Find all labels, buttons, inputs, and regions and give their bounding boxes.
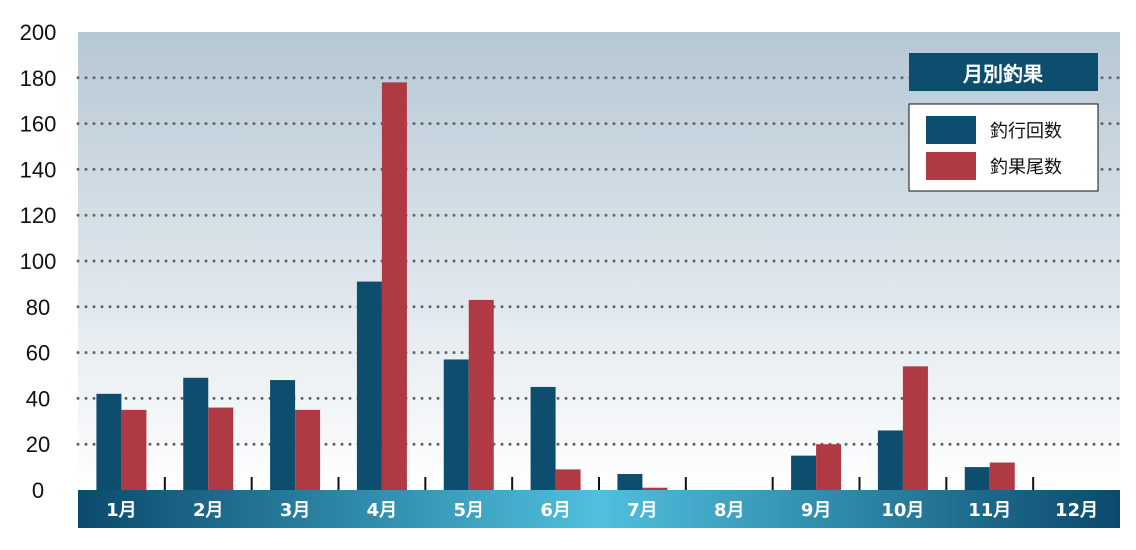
- y-tick-label: 180: [20, 66, 57, 91]
- legend-label-series-2: 釣果尾数: [990, 157, 1062, 178]
- bar-series-2-6: [555, 469, 581, 490]
- y-tick-label: 20: [26, 432, 50, 457]
- legend-swatch-series-2: [926, 152, 976, 180]
- bar-series-1-3: [270, 380, 296, 490]
- bar-series-1-7: [617, 473, 643, 490]
- bar-series-1-11: [964, 467, 990, 490]
- bar-series-2-11: [989, 462, 1015, 490]
- y-tick-label: 160: [20, 112, 57, 137]
- x-tick-label: 1月: [106, 500, 137, 521]
- bar-series-2-1: [121, 409, 147, 490]
- legend: 月別釣果 釣行回数 釣果尾数: [908, 53, 1099, 192]
- x-tick-label: 9月: [801, 500, 832, 521]
- bar-series-1-10: [877, 430, 903, 490]
- legend-swatch-series-1: [926, 116, 976, 144]
- legend-title-background: [909, 53, 1098, 91]
- bar-series-2-7: [642, 487, 668, 490]
- y-tick-label: 40: [26, 386, 50, 411]
- bar-series-1-4: [356, 281, 382, 490]
- y-tick-label: 100: [20, 249, 57, 274]
- y-tick-label: 80: [26, 295, 50, 320]
- bar-series-2-3: [295, 409, 321, 490]
- bar-series-2-4: [381, 82, 407, 490]
- y-tick-label: 140: [20, 157, 57, 182]
- y-tick-label: 200: [20, 20, 57, 45]
- bar-series-1-2: [183, 377, 209, 490]
- x-tick-label: 5月: [453, 500, 484, 521]
- x-tick-label: 7月: [627, 500, 658, 521]
- y-tick-label: 0: [32, 478, 44, 503]
- legend-label-series-1: 釣行回数: [990, 121, 1062, 142]
- y-tick-label: 120: [20, 203, 57, 228]
- y-axis-ticks: 0 20 40 60 80 100 120 140 160 180 200: [20, 20, 57, 503]
- x-tick-label: 2月: [193, 500, 224, 521]
- gridlines: [76, 76, 1122, 446]
- x-tick-label: 10月: [881, 500, 924, 521]
- x-tick-label: 8月: [714, 500, 745, 521]
- x-tick-label: 3月: [280, 500, 311, 521]
- x-tick-label: 11月: [968, 500, 1011, 521]
- x-tick-label: 4月: [367, 500, 398, 521]
- bar-series-1-1: [96, 393, 122, 490]
- legend-title: 月別釣果: [962, 62, 1043, 86]
- bar-series: [96, 82, 1015, 490]
- x-tick-label: 12月: [1055, 500, 1098, 521]
- x-axis-separators: [163, 477, 1035, 490]
- bar-series-1-9: [791, 455, 817, 490]
- x-tick-label: 6月: [540, 500, 571, 521]
- x-axis-band: [78, 490, 1120, 528]
- x-axis-ticks: 1月 2月 3月 4月 5月 6月 7月 8月 9月 10月 11月 12月: [106, 500, 1098, 521]
- bar-series-2-9: [816, 444, 842, 490]
- bar-series-2-5: [468, 299, 494, 490]
- bar-series-1-5: [443, 359, 469, 490]
- y-tick-label: 60: [26, 341, 50, 366]
- bar-series-2-2: [208, 407, 234, 490]
- bar-series-2-10: [902, 366, 928, 490]
- bar-series-1-6: [530, 386, 556, 490]
